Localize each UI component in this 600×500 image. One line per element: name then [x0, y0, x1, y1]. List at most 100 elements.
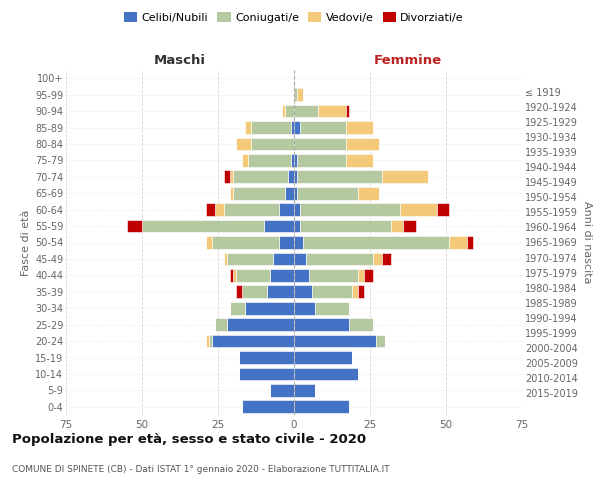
Bar [294, 318, 349, 331]
Bar [352, 286, 358, 298]
Bar [127, 220, 142, 232]
Bar [294, 187, 297, 200]
Bar [291, 154, 294, 167]
Bar [230, 187, 233, 200]
Bar [206, 236, 212, 249]
Bar [364, 269, 373, 282]
Bar [294, 138, 346, 150]
Bar [437, 203, 449, 216]
Bar [349, 318, 373, 331]
Bar [288, 170, 294, 183]
Y-axis label: Fasce di età: Fasce di età [20, 210, 31, 276]
Bar [279, 236, 294, 249]
Bar [312, 286, 352, 298]
Bar [242, 400, 294, 413]
Bar [400, 203, 437, 216]
Text: Maschi: Maschi [154, 54, 206, 66]
Bar [233, 269, 236, 282]
Bar [467, 236, 473, 249]
Bar [206, 334, 209, 347]
Bar [285, 187, 294, 200]
Bar [297, 170, 382, 183]
Bar [215, 318, 227, 331]
Bar [266, 286, 294, 298]
Bar [233, 170, 288, 183]
Bar [236, 269, 269, 282]
Bar [294, 121, 300, 134]
Bar [346, 154, 373, 167]
Bar [212, 334, 294, 347]
Bar [297, 187, 358, 200]
Bar [294, 334, 376, 347]
Bar [282, 104, 285, 118]
Bar [230, 269, 233, 282]
Bar [245, 302, 294, 314]
Bar [449, 236, 467, 249]
Bar [245, 121, 251, 134]
Bar [230, 170, 233, 183]
Bar [294, 269, 309, 282]
Bar [358, 269, 364, 282]
Y-axis label: Anni di nascita: Anni di nascita [582, 201, 592, 283]
Text: COMUNE DI SPINETE (CB) - Dati ISTAT 1° gennaio 2020 - Elaborazione TUTTITALIA.IT: COMUNE DI SPINETE (CB) - Dati ISTAT 1° g… [12, 466, 389, 474]
Bar [376, 334, 385, 347]
Bar [209, 334, 212, 347]
Bar [279, 203, 294, 216]
Bar [300, 203, 400, 216]
Bar [382, 170, 428, 183]
Bar [294, 286, 312, 298]
Bar [358, 286, 364, 298]
Bar [291, 121, 294, 134]
Bar [294, 154, 297, 167]
Bar [224, 170, 230, 183]
Bar [391, 220, 403, 232]
Bar [294, 203, 300, 216]
Bar [224, 252, 227, 266]
Bar [269, 384, 294, 397]
Bar [230, 302, 245, 314]
Bar [294, 400, 349, 413]
Bar [239, 368, 294, 380]
Bar [248, 154, 291, 167]
Bar [236, 138, 251, 150]
Bar [382, 252, 391, 266]
Bar [300, 121, 346, 134]
Bar [294, 104, 319, 118]
Bar [294, 170, 297, 183]
Bar [227, 252, 273, 266]
Bar [346, 138, 379, 150]
Bar [294, 88, 297, 101]
Bar [273, 252, 294, 266]
Bar [403, 220, 416, 232]
Bar [346, 121, 373, 134]
Bar [212, 236, 279, 249]
Bar [227, 318, 294, 331]
Bar [346, 104, 349, 118]
Bar [303, 236, 449, 249]
Bar [242, 286, 266, 298]
Bar [294, 236, 303, 249]
Bar [319, 104, 346, 118]
Bar [309, 269, 358, 282]
Text: Popolazione per età, sesso e stato civile - 2020: Popolazione per età, sesso e stato civil… [12, 432, 366, 446]
Bar [294, 252, 306, 266]
Bar [306, 252, 373, 266]
Bar [224, 203, 279, 216]
Bar [358, 187, 379, 200]
Bar [206, 203, 215, 216]
Bar [263, 220, 294, 232]
Bar [297, 88, 303, 101]
Bar [285, 104, 294, 118]
Bar [294, 302, 315, 314]
Bar [294, 384, 315, 397]
Bar [294, 368, 358, 380]
Bar [239, 351, 294, 364]
Bar [294, 351, 352, 364]
Bar [373, 252, 382, 266]
Bar [315, 302, 349, 314]
Bar [142, 220, 263, 232]
Bar [300, 220, 391, 232]
Bar [294, 220, 300, 232]
Bar [233, 187, 285, 200]
Legend: Celibi/Nubili, Coniugati/e, Vedovi/e, Divorziati/e: Celibi/Nubili, Coniugati/e, Vedovi/e, Di… [119, 8, 469, 28]
